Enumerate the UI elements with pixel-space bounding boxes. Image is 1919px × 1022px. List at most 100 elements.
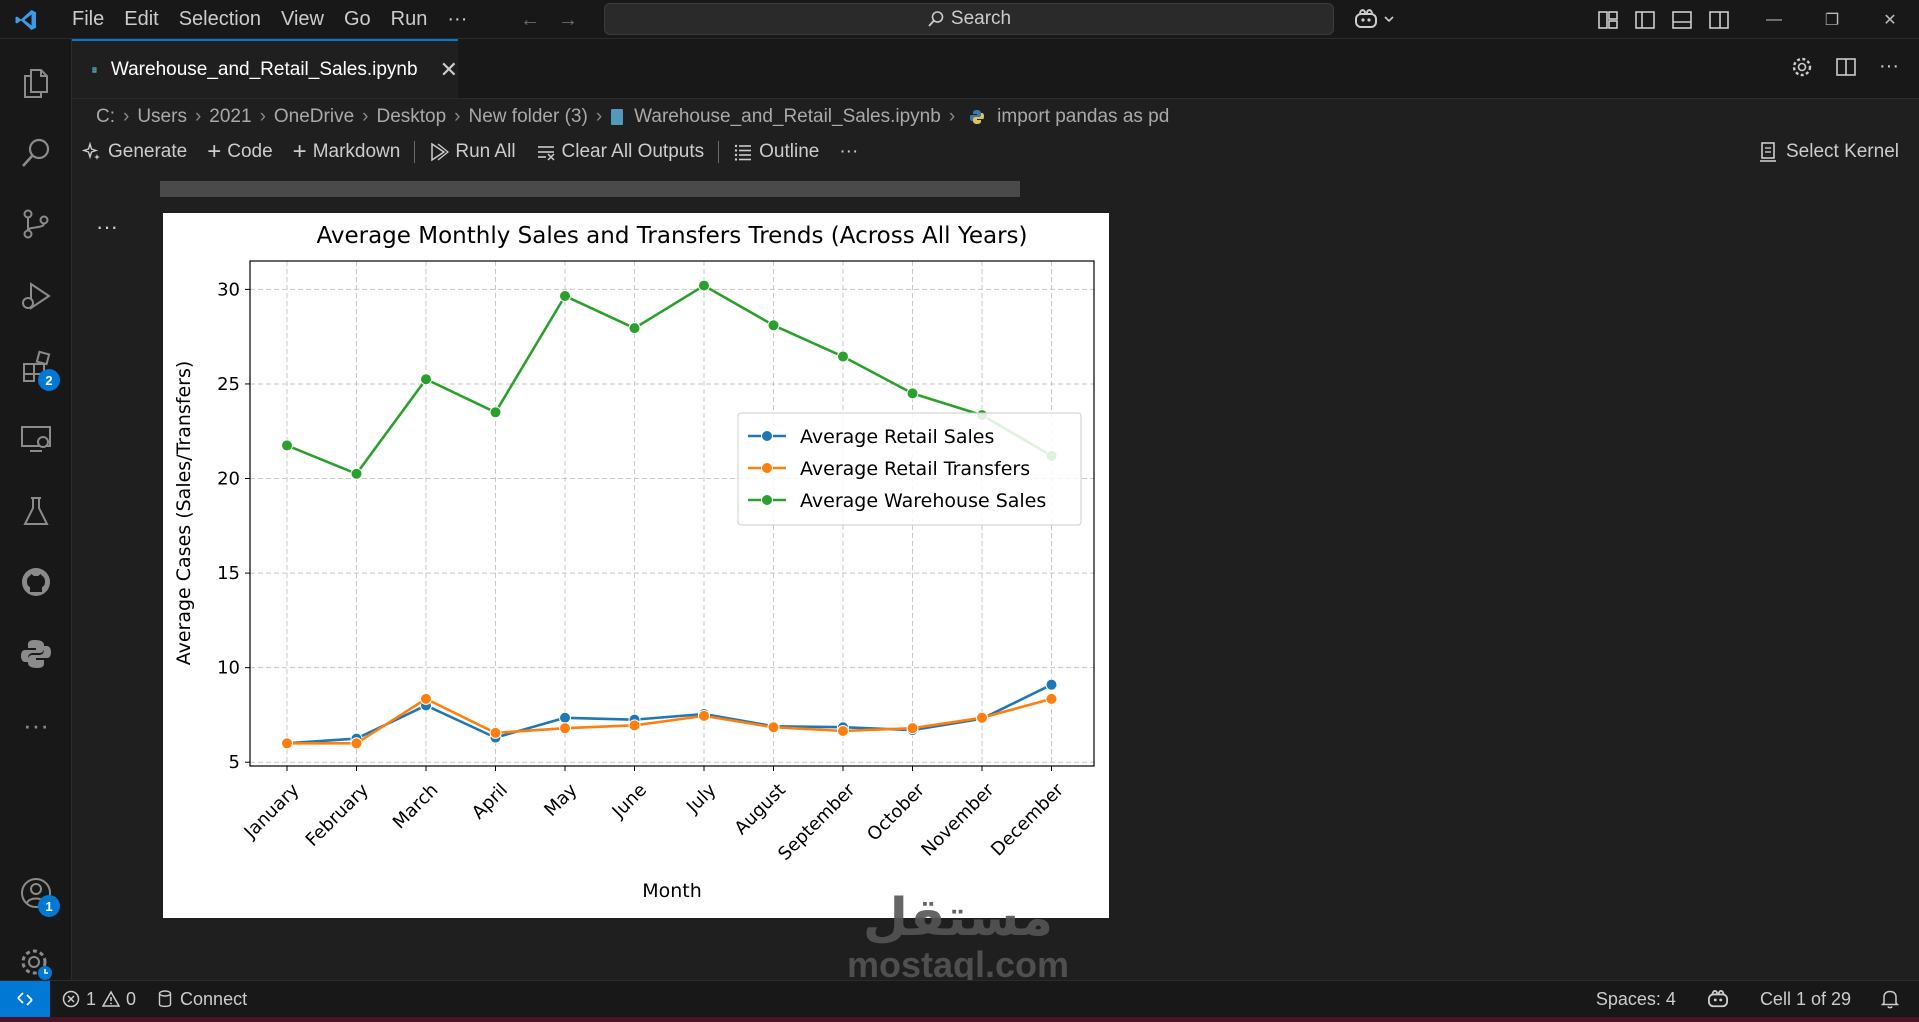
add-code-cell-button[interactable]: + Code [197, 140, 282, 164]
menu-selection[interactable]: Selection [178, 8, 261, 30]
window-controls: — ❐ ✕ [1745, 0, 1919, 39]
data-point [1045, 678, 1058, 691]
source-control-icon [23, 209, 49, 239]
run-all-label: Run All [455, 141, 516, 162]
menu-view[interactable]: View [280, 8, 324, 30]
command-center-search[interactable]: Search [604, 3, 1334, 35]
add-markdown-cell-button[interactable]: + Markdown [283, 138, 411, 165]
close-window-icon[interactable]: ✕ [1883, 11, 1897, 29]
notebook-file-icon [92, 66, 97, 73]
close-tab-icon[interactable]: ✕ [439, 56, 458, 82]
notebook-tab[interactable]: Warehouse_and_Retail_Sales.ipynb ✕ [72, 39, 458, 98]
plus-icon: + [292, 138, 307, 165]
notebook-file-icon [611, 109, 624, 125]
extensions-button[interactable]: 2 [14, 345, 60, 391]
data-point [767, 721, 780, 734]
python-button[interactable] [14, 632, 58, 676]
breadcrumb-item[interactable]: Desktop [376, 106, 447, 127]
title-bar: File Edit Selection View Go Run ··· ← → … [0, 0, 1919, 39]
bell-icon[interactable] [1881, 989, 1899, 1009]
run-all-icon [431, 142, 450, 162]
menu-bar: File Edit Selection View Go Run ··· [62, 0, 477, 39]
python-icon [21, 640, 51, 668]
clear-all-outputs-button[interactable]: Clear All Outputs [526, 141, 715, 163]
files-icon [24, 69, 48, 98]
notebook-settings-gear-icon[interactable] [1791, 56, 1813, 78]
copilot-status-icon[interactable] [1706, 989, 1730, 1009]
status-left: 1 0 Connect [62, 981, 247, 1017]
more-views-button[interactable]: ··· [14, 703, 58, 747]
minimize-icon[interactable]: — [1766, 10, 1782, 28]
manage-button[interactable] [14, 942, 58, 986]
customize-layout-icon[interactable] [1597, 9, 1619, 31]
github-icon [22, 568, 50, 596]
accounts-button[interactable]: 1 [14, 871, 60, 917]
x-tick-label: November [917, 779, 998, 860]
data-point [489, 726, 502, 739]
cell-more-actions[interactable]: ··· [96, 214, 118, 239]
toggle-secondary-sidebar-icon[interactable] [1708, 9, 1730, 31]
data-point [420, 692, 432, 705]
toggle-primary-sidebar-icon[interactable] [1634, 9, 1656, 31]
x-axis-label: Month [642, 880, 702, 902]
breadcrumb-item[interactable]: C: [96, 106, 115, 127]
y-tick-label: 20 [217, 469, 240, 490]
outline-button[interactable]: Outline [723, 141, 829, 163]
menu-more[interactable]: ··· [447, 8, 468, 30]
source-control-button[interactable] [14, 202, 58, 246]
split-editor-icon[interactable] [1835, 56, 1857, 78]
plot-frame [249, 260, 1095, 767]
problems-indicator[interactable]: 1 0 [62, 989, 136, 1010]
indentation-indicator[interactable]: Spaces: 4 [1595, 988, 1676, 1009]
breadcrumb-item[interactable]: 2021 [209, 106, 252, 127]
run-debug-button[interactable] [14, 274, 58, 318]
generate-button[interactable]: Generate [72, 141, 197, 163]
x-tick-label: August [731, 780, 790, 839]
remote-indicator[interactable] [0, 981, 50, 1017]
breadcrumb-item[interactable]: Users [137, 106, 187, 127]
run-all-button[interactable]: Run All [419, 141, 525, 163]
legend-marker [761, 430, 773, 442]
breadcrumb-item[interactable]: OneDrive [273, 106, 355, 127]
cell-position-indicator[interactable]: Cell 1 of 29 [1759, 988, 1851, 1009]
ellipsis-icon: ··· [23, 709, 49, 740]
search-view-button[interactable] [14, 131, 58, 175]
copilot-menu[interactable] [1353, 8, 1395, 30]
github-button[interactable] [14, 560, 58, 604]
data-point [350, 467, 363, 480]
toggle-panel-icon[interactable] [1671, 9, 1693, 31]
output-horizontal-scrollbar[interactable] [160, 181, 1020, 197]
more-actions-icon[interactable]: ··· [1879, 55, 1899, 77]
data-point [559, 289, 571, 302]
forward-arrow-icon[interactable]: → [558, 9, 578, 31]
data-point [837, 725, 849, 738]
data-point [837, 350, 849, 363]
data-point [698, 279, 710, 292]
menu-edit[interactable]: Edit [124, 8, 159, 30]
navigation-arrows: ← → [520, 9, 578, 32]
watermark: مستقل mostaql.com [838, 890, 1078, 984]
menu-run[interactable]: Run [390, 8, 428, 30]
back-arrow-icon[interactable]: ← [520, 9, 540, 31]
remote-explorer-button[interactable] [14, 417, 58, 461]
watermark-arabic: مستقل [862, 888, 1054, 948]
breadcrumb-item[interactable]: Warehouse_and_Retail_Sales.ipynb [634, 106, 941, 127]
toolbar-more-button[interactable]: ··· [829, 141, 868, 163]
explorer-button[interactable] [14, 61, 58, 105]
connect-button[interactable]: Connect [158, 989, 247, 1010]
select-kernel-button[interactable]: Select Kernel [1758, 136, 1899, 168]
series-line-0 [286, 683, 1053, 745]
y-tick-label: 25 [217, 374, 240, 395]
restore-icon[interactable]: ❐ [1824, 11, 1840, 29]
y-tick-label: 15 [217, 563, 240, 584]
breadcrumb-item[interactable]: import pandas as pd [997, 106, 1170, 127]
y-tick-label: 30 [217, 279, 240, 300]
search-placeholder: Search [950, 8, 1012, 29]
outline-label: Outline [759, 141, 820, 162]
testing-button[interactable] [14, 489, 58, 533]
breadcrumb-item[interactable]: New folder (3) [468, 106, 588, 127]
menu-go[interactable]: Go [343, 8, 371, 30]
menu-file[interactable]: File [72, 8, 105, 30]
chart-title: Average Monthly Sales and Transfers Tren… [316, 223, 1027, 249]
watermark-latin: mostaql.com [846, 944, 1070, 985]
